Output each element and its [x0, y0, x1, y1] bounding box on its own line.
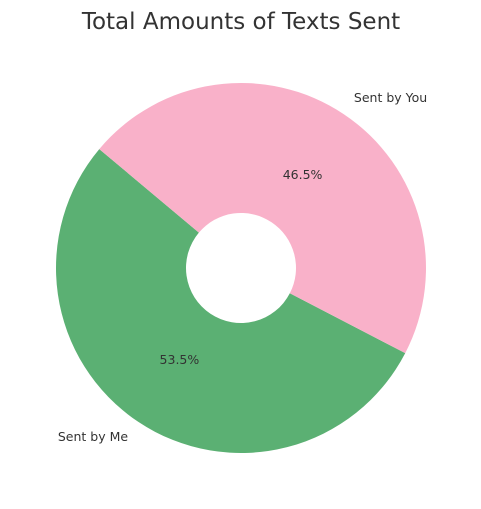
labels-group: Sent by Me 53.5% Sent by You 46.5% [58, 90, 427, 444]
slice-sent-by-me [56, 149, 406, 453]
slice-percent-sent-by-you: 46.5% [283, 167, 323, 182]
slice-percent-sent-by-me: 53.5% [160, 352, 200, 367]
chart-title: Total Amounts of Texts Sent [81, 9, 400, 35]
slice-label-sent-by-you: Sent by You [354, 90, 427, 105]
slice-sent-by-you [99, 82, 427, 354]
slices-group [56, 82, 427, 453]
slice-label-sent-by-me: Sent by Me [58, 429, 129, 444]
